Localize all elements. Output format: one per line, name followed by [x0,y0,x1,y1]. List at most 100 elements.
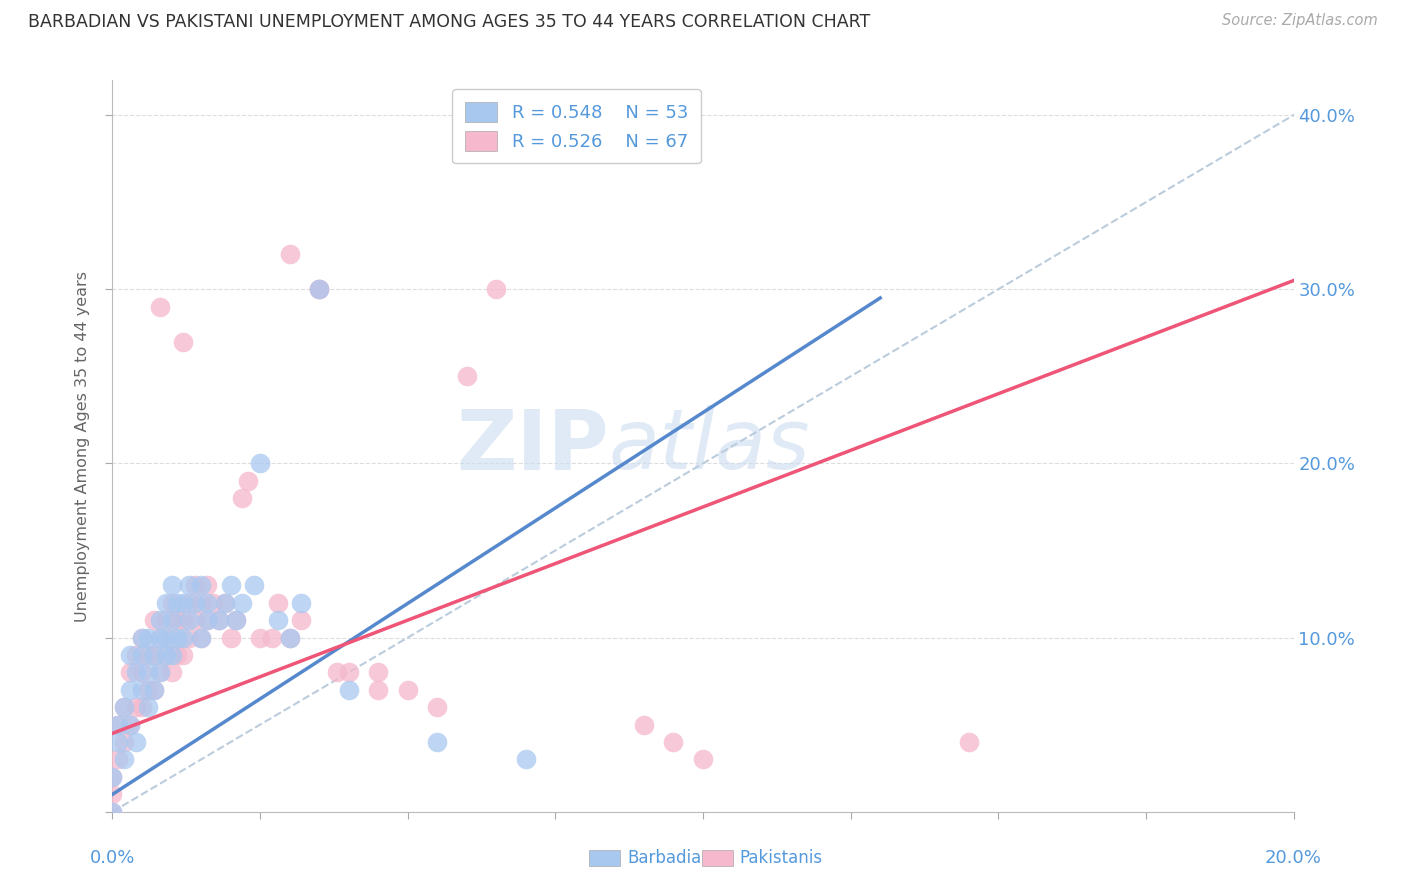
Point [201,596,224,610]
Point [426,700,449,714]
Point [249,631,271,645]
Point [337,665,360,680]
Point [267,596,290,610]
Point [125,700,148,714]
Point [131,631,153,645]
Point [131,648,153,662]
Point [179,613,201,627]
Point [160,596,183,610]
Point [155,648,177,662]
Point [633,717,655,731]
Point [131,631,153,645]
Point [219,578,242,592]
Point [101,805,124,819]
Point [219,631,242,645]
Point [136,700,159,714]
Point [179,578,201,592]
Point [101,770,124,784]
Point [225,613,247,627]
Point [120,648,142,662]
Point [131,700,153,714]
Point [208,613,231,627]
Point [278,631,301,645]
Point [101,770,124,784]
Point [149,300,172,314]
Point [190,578,212,592]
Point [166,648,188,662]
Point [367,682,389,697]
Point [662,735,685,749]
Point [290,613,312,627]
Point [426,735,449,749]
Point [184,578,207,592]
Point [260,631,283,645]
Point [155,648,177,662]
Point [225,613,247,627]
Point [120,717,142,731]
Text: 0.0%: 0.0% [90,849,135,867]
Point [396,682,419,697]
Point [125,665,148,680]
Point [142,682,165,697]
Point [142,613,165,627]
Point [112,752,135,766]
Text: ZIP: ZIP [456,406,609,486]
Point [136,631,159,645]
Point [131,682,153,697]
Point [179,631,201,645]
Point [238,474,260,488]
Point [166,596,188,610]
Point [326,665,349,680]
Point [120,682,142,697]
Point [172,648,194,662]
Point [456,369,478,384]
Point [107,717,129,731]
Point [149,631,172,645]
Point [172,596,194,610]
Point [515,752,537,766]
Point [142,648,165,662]
Point [131,665,153,680]
Point [195,613,218,627]
Point [149,631,172,645]
Point [214,596,236,610]
Y-axis label: Unemployment Among Ages 35 to 44 years: Unemployment Among Ages 35 to 44 years [75,270,90,622]
Point [136,665,159,680]
Point [184,596,207,610]
Text: Source: ZipAtlas.com: Source: ZipAtlas.com [1222,13,1378,29]
Point [278,247,301,261]
Point [125,735,148,749]
Point [190,631,212,645]
Point [172,334,194,349]
Point [208,613,231,627]
Point [107,735,129,749]
Point [179,596,201,610]
Point [308,282,330,296]
Text: BARBADIAN VS PAKISTANI UNEMPLOYMENT AMONG AGES 35 TO 44 YEARS CORRELATION CHART: BARBADIAN VS PAKISTANI UNEMPLOYMENT AMON… [28,13,870,31]
Point [367,665,389,680]
Point [149,665,172,680]
Point [290,596,312,610]
Point [308,282,330,296]
Point [172,631,194,645]
Point [692,752,714,766]
Point [231,596,253,610]
Point [195,578,218,592]
Point [184,613,207,627]
Point [337,682,360,697]
Point [155,613,177,627]
Point [160,631,183,645]
Point [120,717,142,731]
Point [160,613,183,627]
Point [149,665,172,680]
Point [267,613,290,627]
Point [485,282,508,296]
Point [249,457,271,471]
Point [278,631,301,645]
Point [190,631,212,645]
Point [190,596,212,610]
Point [231,491,253,506]
Point [308,282,330,296]
Point [107,717,129,731]
Point [142,648,165,662]
